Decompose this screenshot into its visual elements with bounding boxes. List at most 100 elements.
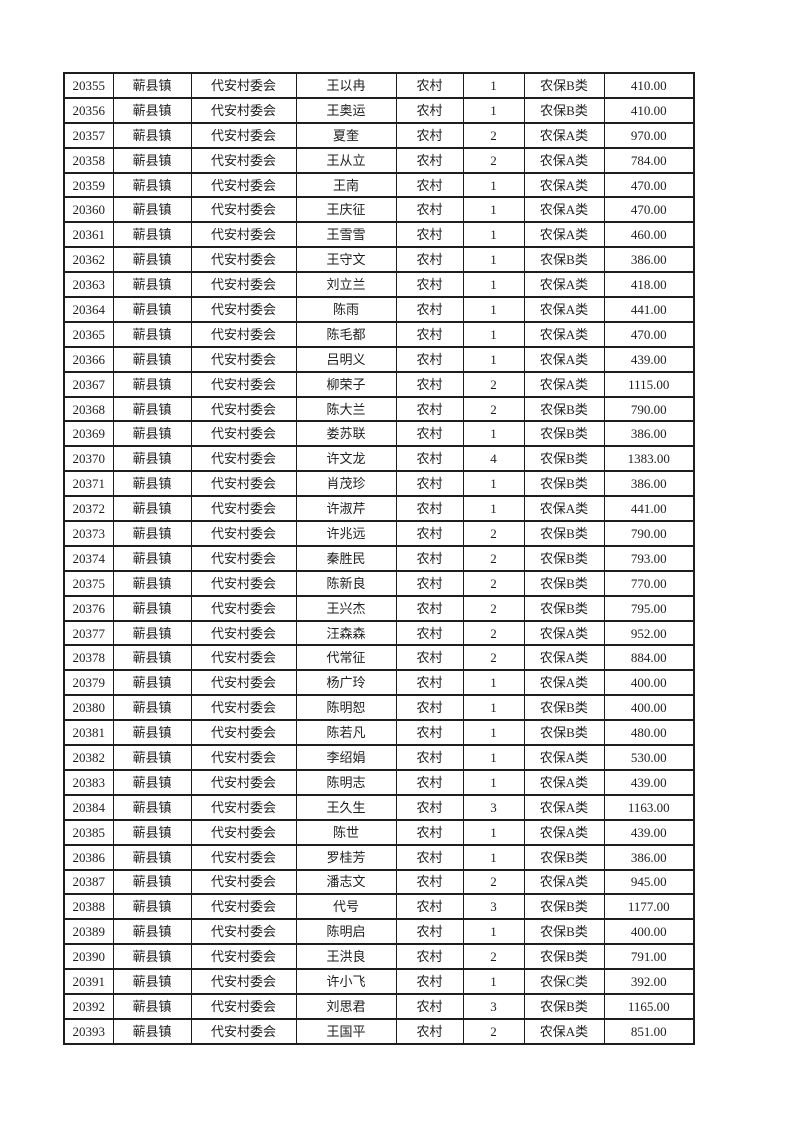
cell-village: 代安村委会 [190,968,297,995]
table-row: 20362 蕲县镇 代安村委会 王守文 农村 1 农保B类 386.00 [63,246,695,274]
cell-village: 代安村委会 [190,818,297,846]
cell-amount: 1163.00 [603,793,695,821]
cell-town: 蕲县镇 [112,246,192,274]
cell-town: 蕲县镇 [112,893,192,921]
cell-amount: 791.00 [603,943,695,971]
cell-category: 农村 [395,171,464,199]
table-row: 20368 蕲县镇 代安村委会 陈大兰 农村 2 农保B类 790.00 [63,395,695,423]
cell-count: 1 [462,72,525,99]
cell-insurance-type: 农保A类 [523,146,605,174]
cell-seq: 20378 [63,644,114,672]
cell-category: 农村 [395,445,464,473]
cell-count: 2 [462,943,525,971]
cell-town: 蕲县镇 [112,320,192,348]
table-row: 20386 蕲县镇 代安村委会 罗桂芳 农村 1 农保B类 386.00 [63,843,695,871]
cell-seq: 20386 [63,843,114,871]
table-row: 20372 蕲县镇 代安村委会 许淑芹 农村 1 农保A类 441.00 [63,495,695,523]
cell-name: 王洪良 [295,943,397,971]
cell-name: 陈新良 [295,569,397,597]
cell-count: 1 [462,320,525,348]
cell-name: 王以冉 [295,72,397,99]
table-row: 20375 蕲县镇 代安村委会 陈新良 农村 2 农保B类 770.00 [63,569,695,597]
cell-insurance-type: 农保B类 [523,395,605,423]
cell-village: 代安村委会 [190,345,297,373]
cell-count: 1 [462,744,525,771]
cell-town: 蕲县镇 [112,843,192,871]
cell-village: 代安村委会 [190,196,297,224]
cell-village: 代安村委会 [190,768,297,796]
cell-town: 蕲县镇 [112,1017,192,1045]
table-row: 20383 蕲县镇 代安村委会 陈明志 农村 1 农保A类 439.00 [63,768,695,796]
cell-count: 1 [462,843,525,871]
cell-insurance-type: 农保B类 [523,420,605,448]
cell-town: 蕲县镇 [112,520,192,547]
table-row: 20361 蕲县镇 代安村委会 王雪雪 农村 1 农保A类 460.00 [63,221,695,249]
cell-seq: 20388 [63,893,114,921]
cell-count: 4 [462,445,525,473]
cell-insurance-type: 农保B类 [523,72,605,99]
cell-amount: 418.00 [603,271,695,299]
cell-village: 代安村委会 [190,420,297,448]
cell-amount: 945.00 [603,868,695,896]
table-row: 20370 蕲县镇 代安村委会 许文龙 农村 4 农保B类 1383.00 [63,445,695,473]
cell-seq: 20368 [63,395,114,423]
cell-name: 王守文 [295,246,397,274]
cell-insurance-type: 农保A类 [523,171,605,199]
cell-category: 农村 [395,619,464,647]
cell-village: 代安村委会 [190,569,297,597]
cell-amount: 1383.00 [603,445,695,473]
cell-count: 1 [462,196,525,224]
cell-insurance-type: 农保B类 [523,918,605,946]
cell-category: 农村 [395,918,464,946]
cell-amount: 386.00 [603,246,695,274]
cell-category: 农村 [395,296,464,323]
cell-category: 农村 [395,843,464,871]
cell-seq: 20360 [63,196,114,224]
cell-town: 蕲县镇 [112,768,192,796]
cell-amount: 386.00 [603,420,695,448]
cell-insurance-type: 农保A类 [523,495,605,523]
cell-town: 蕲县镇 [112,694,192,722]
cell-count: 2 [462,644,525,672]
cell-category: 农村 [395,768,464,796]
cell-insurance-type: 农保B类 [523,96,605,124]
cell-amount: 470.00 [603,320,695,348]
cell-name: 吕明义 [295,345,397,373]
cell-town: 蕲县镇 [112,296,192,323]
cell-insurance-type: 农保B类 [523,992,605,1020]
cell-name: 许淑芹 [295,495,397,523]
cell-insurance-type: 农保A类 [523,793,605,821]
cell-count: 1 [462,96,525,124]
cell-amount: 790.00 [603,520,695,547]
cell-category: 农村 [395,719,464,747]
cell-category: 农村 [395,744,464,771]
cell-name: 夏奎 [295,121,397,149]
cell-name: 肖茂珍 [295,470,397,498]
cell-amount: 851.00 [603,1017,695,1045]
cell-village: 代安村委会 [190,445,297,473]
cell-village: 代安村委会 [190,370,297,398]
cell-village: 代安村委会 [190,918,297,946]
cell-amount: 392.00 [603,968,695,995]
cell-category: 农村 [395,569,464,597]
cell-insurance-type: 农保A类 [523,320,605,348]
cell-amount: 386.00 [603,470,695,498]
table-row: 20392 蕲县镇 代安村委会 刘思君 农村 3 农保B类 1165.00 [63,992,695,1020]
roster-table: 20355 蕲县镇 代安村委会 王以冉 农村 1 农保B类 410.00 20356 蕲县镇 代安村… [63,72,695,1045]
cell-insurance-type: 农保A类 [523,669,605,697]
cell-amount: 386.00 [603,843,695,871]
cell-amount: 470.00 [603,196,695,224]
cell-amount: 1165.00 [603,992,695,1020]
cell-seq: 20375 [63,569,114,597]
cell-seq: 20383 [63,768,114,796]
cell-village: 代安村委会 [190,669,297,697]
cell-amount: 441.00 [603,296,695,323]
cell-village: 代安村委会 [190,793,297,821]
cell-amount: 400.00 [603,669,695,697]
cell-town: 蕲县镇 [112,420,192,448]
roster-body: 20355 蕲县镇 代安村委会 王以冉 农村 1 农保B类 410.00 20356 蕲县镇 代安村… [63,72,695,1045]
table-row: 20359 蕲县镇 代安村委会 王南 农村 1 农保A类 470.00 [63,171,695,199]
cell-amount: 793.00 [603,544,695,572]
cell-amount: 1115.00 [603,370,695,398]
cell-insurance-type: 农保B类 [523,594,605,622]
